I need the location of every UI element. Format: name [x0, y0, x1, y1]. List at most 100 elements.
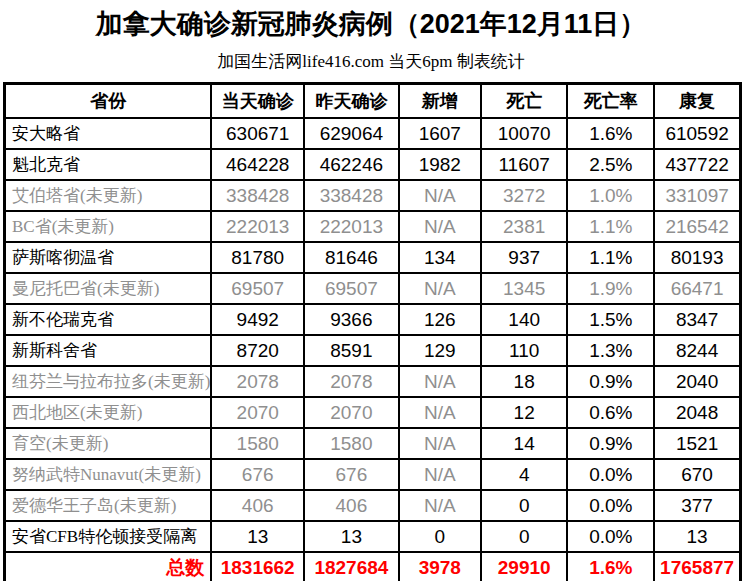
table-row: 安大略省6306716290641607100701.6%610592	[5, 118, 741, 149]
province-cell: 西北地区(未更新)	[5, 397, 212, 428]
value-cell: 2078	[304, 366, 399, 397]
value-cell: 462246	[304, 149, 399, 180]
table-body: 安大略省6306716290641607100701.6%610592魁北克省4…	[5, 118, 741, 581]
table-row: 艾伯塔省(未更新)338428338428N/A32721.0%331097	[5, 180, 741, 211]
value-cell: 0.9%	[567, 428, 654, 459]
value-cell: 0	[481, 490, 568, 521]
total-value-cell: 1765877	[654, 552, 740, 581]
column-header-death-rate: 死亡率	[567, 84, 654, 119]
value-cell: 2070	[304, 397, 399, 428]
value-cell: 134	[399, 242, 481, 273]
province-cell: 努纳武特Nunavut(未更新)	[5, 459, 212, 490]
value-cell: 2070	[211, 397, 304, 428]
value-cell: 13	[654, 521, 740, 552]
value-cell: 69507	[211, 273, 304, 304]
value-cell: 81780	[211, 242, 304, 273]
value-cell: 12	[481, 397, 568, 428]
value-cell: 8591	[304, 335, 399, 366]
value-cell: 629064	[304, 118, 399, 149]
value-cell: 377	[654, 490, 740, 521]
value-cell: N/A	[399, 428, 481, 459]
value-cell: 9366	[304, 304, 399, 335]
province-cell: 艾伯塔省(未更新)	[5, 180, 212, 211]
page-title: 加拿大确诊新冠肺炎病例（2021年12月11日）	[0, 0, 742, 42]
value-cell: 1345	[481, 273, 568, 304]
column-header-recovered: 康复	[654, 84, 740, 119]
value-cell: 1.1%	[567, 211, 654, 242]
value-cell: 338428	[211, 180, 304, 211]
value-cell: 676	[304, 459, 399, 490]
value-cell: 0.9%	[567, 366, 654, 397]
value-cell: 1580	[304, 428, 399, 459]
province-cell: 纽芬兰与拉布拉多(未更新)	[5, 366, 212, 397]
total-value-cell: 3978	[399, 552, 481, 581]
value-cell: 437722	[654, 149, 740, 180]
page: 加拿大确诊新冠肺炎病例（2021年12月11日） 加国生活网life416.co…	[0, 0, 742, 581]
value-cell: 18	[481, 366, 568, 397]
covid-stats-table: 省份 当天确诊 昨天确诊 新增 死亡 死亡率 康复 安大略省6306716290…	[3, 82, 742, 581]
value-cell: 0	[399, 521, 481, 552]
value-cell: 1607	[399, 118, 481, 149]
value-cell: 1521	[654, 428, 740, 459]
value-cell: 1.3%	[567, 335, 654, 366]
value-cell: 1.1%	[567, 242, 654, 273]
province-cell: 育空(未更新)	[5, 428, 212, 459]
value-cell: 0	[481, 521, 568, 552]
column-header-new-cases: 新增	[399, 84, 481, 119]
value-cell: N/A	[399, 397, 481, 428]
value-cell: 0.0%	[567, 521, 654, 552]
value-cell: 10070	[481, 118, 568, 149]
table-row: 新不伦瑞克省949293661261401.5%8347	[5, 304, 741, 335]
table-header-row: 省份 当天确诊 昨天确诊 新增 死亡 死亡率 康复	[5, 84, 741, 119]
value-cell: 69507	[304, 273, 399, 304]
table-row: 新斯科舍省872085911291101.3%8244	[5, 335, 741, 366]
column-header-today-confirmed: 当天确诊	[211, 84, 304, 119]
province-cell: 新斯科舍省	[5, 335, 212, 366]
province-cell: 安大略省	[5, 118, 212, 149]
value-cell: 222013	[304, 211, 399, 242]
value-cell: 110	[481, 335, 568, 366]
value-cell: N/A	[399, 490, 481, 521]
province-cell: 爱德华王子岛(未更新)	[5, 490, 212, 521]
value-cell: 80193	[654, 242, 740, 273]
total-value-cell: 1827684	[304, 552, 399, 581]
value-cell: 13	[211, 521, 304, 552]
province-cell: 安省CFB特伦顿接受隔离	[5, 521, 212, 552]
value-cell: N/A	[399, 366, 481, 397]
value-cell: 9492	[211, 304, 304, 335]
table-total-row: 总数183166218276843978299101.6%1765877	[5, 552, 741, 581]
value-cell: 1580	[211, 428, 304, 459]
province-cell: 曼尼托巴省(未更新)	[5, 273, 212, 304]
value-cell: 610592	[654, 118, 740, 149]
province-cell: BC省(未更新)	[5, 211, 212, 242]
value-cell: 1982	[399, 149, 481, 180]
value-cell: 406	[304, 490, 399, 521]
table-row: 努纳武特Nunavut(未更新)676676N/A40.0%670	[5, 459, 741, 490]
value-cell: N/A	[399, 211, 481, 242]
value-cell: 3272	[481, 180, 568, 211]
value-cell: 2048	[654, 397, 740, 428]
value-cell: 14	[481, 428, 568, 459]
value-cell: 2381	[481, 211, 568, 242]
value-cell: 338428	[304, 180, 399, 211]
value-cell: 1.9%	[567, 273, 654, 304]
value-cell: 140	[481, 304, 568, 335]
page-subtitle: 加国生活网life416.com 当天6pm 制表统计	[0, 50, 742, 73]
value-cell: 464228	[211, 149, 304, 180]
value-cell: N/A	[399, 180, 481, 211]
table-row: 育空(未更新)15801580N/A140.9%1521	[5, 428, 741, 459]
value-cell: 1.5%	[567, 304, 654, 335]
table-row: 西北地区(未更新)20702070N/A120.6%2048	[5, 397, 741, 428]
value-cell: 331097	[654, 180, 740, 211]
total-value-cell: 1.6%	[567, 552, 654, 581]
value-cell: 676	[211, 459, 304, 490]
value-cell: 630671	[211, 118, 304, 149]
value-cell: 222013	[211, 211, 304, 242]
column-header-province: 省份	[5, 84, 212, 119]
value-cell: 2040	[654, 366, 740, 397]
value-cell: 0.6%	[567, 397, 654, 428]
value-cell: 937	[481, 242, 568, 273]
column-header-yesterday-confirmed: 昨天确诊	[304, 84, 399, 119]
table-row: 萨斯喀彻温省81780816461349371.1%80193	[5, 242, 741, 273]
value-cell: 13	[304, 521, 399, 552]
